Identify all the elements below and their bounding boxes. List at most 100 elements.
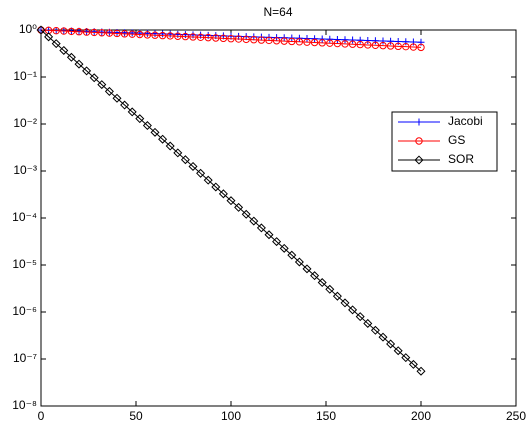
marker bbox=[142, 121, 152, 131]
marker bbox=[203, 175, 213, 185]
marker bbox=[265, 36, 273, 45]
marker bbox=[402, 42, 410, 51]
marker bbox=[82, 66, 92, 76]
marker bbox=[189, 33, 197, 41]
marker bbox=[394, 42, 402, 51]
marker bbox=[204, 33, 212, 42]
marker bbox=[226, 196, 236, 206]
marker bbox=[310, 271, 320, 281]
marker bbox=[249, 216, 259, 226]
marker bbox=[355, 312, 365, 322]
marker bbox=[341, 36, 349, 44]
marker bbox=[219, 34, 228, 43]
x-tick-label: 50 bbox=[129, 409, 143, 423]
marker bbox=[371, 41, 380, 49]
marker bbox=[402, 38, 410, 46]
marker bbox=[340, 298, 350, 308]
marker bbox=[295, 38, 304, 46]
y-tick-label: 10⁻⁸ bbox=[12, 398, 37, 412]
marker bbox=[326, 35, 334, 43]
y-tick-label: 10⁻² bbox=[13, 116, 37, 130]
marker bbox=[158, 31, 167, 40]
marker bbox=[75, 28, 83, 36]
marker bbox=[348, 305, 358, 315]
marker bbox=[294, 257, 304, 267]
y-tick-label: 10⁻¹ bbox=[13, 69, 37, 83]
marker bbox=[371, 37, 379, 45]
marker bbox=[317, 278, 327, 288]
marker bbox=[333, 36, 341, 44]
marker bbox=[356, 36, 364, 44]
marker bbox=[279, 243, 289, 253]
marker bbox=[332, 291, 342, 301]
marker bbox=[326, 39, 334, 47]
marker bbox=[105, 29, 114, 37]
series-line bbox=[40, 29, 422, 48]
marker bbox=[227, 34, 235, 43]
marker bbox=[113, 29, 121, 38]
marker bbox=[136, 30, 144, 39]
marker bbox=[104, 86, 114, 96]
marker bbox=[302, 264, 312, 274]
marker bbox=[318, 39, 326, 47]
marker bbox=[212, 34, 220, 42]
marker bbox=[408, 359, 418, 369]
y-tick-label: 10⁰ bbox=[19, 22, 37, 36]
y-tick-label: 10⁻⁵ bbox=[12, 257, 37, 271]
marker bbox=[181, 32, 190, 41]
y-tick-label: 10⁻⁴ bbox=[12, 210, 37, 224]
marker bbox=[174, 32, 182, 40]
marker bbox=[364, 36, 372, 44]
marker bbox=[66, 52, 76, 62]
marker bbox=[218, 189, 228, 199]
x-tick-label: 200 bbox=[411, 409, 431, 423]
marker bbox=[60, 27, 68, 35]
marker bbox=[143, 29, 151, 37]
marker bbox=[188, 161, 198, 171]
marker bbox=[67, 27, 76, 36]
marker bbox=[264, 230, 274, 240]
marker bbox=[151, 31, 159, 39]
marker bbox=[287, 250, 297, 260]
marker bbox=[112, 93, 122, 103]
marker bbox=[272, 37, 281, 45]
marker bbox=[378, 332, 388, 342]
marker bbox=[59, 45, 69, 55]
marker bbox=[234, 35, 243, 43]
marker bbox=[173, 148, 183, 158]
marker bbox=[90, 28, 98, 37]
marker bbox=[272, 237, 282, 247]
legend-label: SOR bbox=[448, 152, 474, 166]
chart-title: N=64 bbox=[263, 5, 292, 19]
marker bbox=[349, 36, 357, 44]
marker bbox=[310, 38, 319, 47]
marker bbox=[180, 155, 190, 165]
marker bbox=[288, 37, 296, 46]
marker bbox=[97, 80, 107, 90]
legend-label: GS bbox=[448, 133, 465, 147]
marker bbox=[379, 41, 387, 50]
marker bbox=[51, 39, 61, 49]
series-line bbox=[40, 29, 422, 372]
marker bbox=[356, 40, 364, 49]
marker bbox=[52, 26, 60, 35]
marker bbox=[401, 353, 411, 363]
marker bbox=[127, 107, 137, 117]
marker bbox=[234, 202, 244, 212]
marker bbox=[386, 339, 396, 349]
marker bbox=[325, 284, 335, 294]
marker bbox=[196, 33, 205, 42]
marker bbox=[36, 25, 46, 35]
marker bbox=[370, 325, 380, 335]
y-tick-label: 10⁻⁶ bbox=[12, 304, 37, 318]
marker bbox=[143, 31, 152, 39]
marker bbox=[250, 36, 258, 44]
marker bbox=[333, 39, 342, 48]
marker bbox=[165, 141, 175, 151]
plot-frame bbox=[40, 29, 517, 407]
marker bbox=[120, 100, 130, 110]
marker bbox=[135, 114, 145, 124]
marker bbox=[120, 30, 129, 38]
marker bbox=[379, 37, 387, 45]
marker bbox=[150, 127, 160, 137]
